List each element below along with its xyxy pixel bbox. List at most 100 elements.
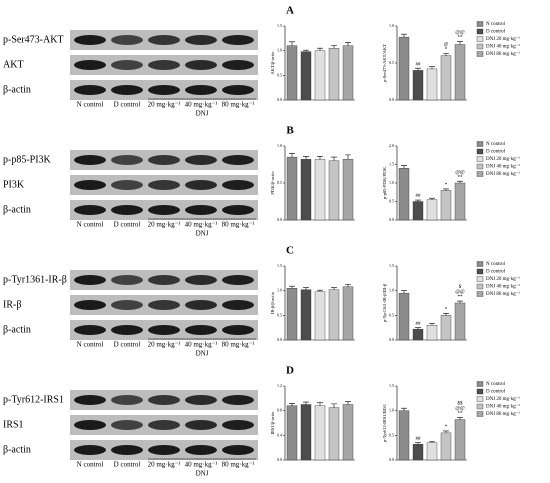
- legend-label: DNJ 80 mg·kg⁻¹: [486, 171, 520, 177]
- bar: [342, 286, 354, 341]
- lane-label: 80 mg·kg⁻¹: [222, 341, 255, 349]
- blot-band: [222, 60, 254, 70]
- significance: $$: [458, 402, 464, 407]
- legend-swatch: [476, 396, 484, 402]
- legend-label: DNJ 80 mg·kg⁻¹: [486, 291, 520, 297]
- lane-label: D control: [114, 221, 141, 229]
- bar: [426, 199, 438, 221]
- group-label: DNJ: [196, 110, 209, 118]
- panel-letter: B: [286, 125, 294, 137]
- error-bar: [331, 156, 337, 161]
- blot-label: p-Ser473-AKT: [3, 34, 64, 45]
- bar: [314, 50, 326, 101]
- error-bar: [429, 440, 435, 443]
- blot-band: [74, 300, 106, 310]
- blot-band: [111, 85, 143, 95]
- blot-label: β-actin: [3, 444, 31, 455]
- blot-band: [185, 205, 217, 215]
- panel-letter: A: [286, 5, 294, 17]
- lane-label: 20 mg·kg⁻¹: [148, 221, 181, 229]
- lane-label: N control: [77, 101, 104, 109]
- significance: ##: [416, 437, 422, 442]
- error-bar: [331, 403, 337, 408]
- blot-band: [111, 275, 143, 285]
- significance: @: [444, 43, 449, 48]
- blot-band: [111, 445, 143, 455]
- significance: @@: [455, 407, 465, 412]
- blot-band: [74, 275, 106, 285]
- legend-label: DNJ 40 mg·kg⁻¹: [486, 404, 520, 410]
- legend-swatch: [476, 268, 484, 275]
- y-axis-label: p-Tyr612-IRS1/IRS1: [382, 404, 387, 442]
- legend-label: D control: [486, 30, 506, 35]
- blot-band: [148, 85, 180, 95]
- y-tick-label: 1.5: [389, 383, 394, 388]
- y-tick-label: 1.5: [389, 161, 394, 166]
- error-bar: [345, 154, 351, 160]
- legend-swatch: [476, 381, 484, 387]
- error-bar: [443, 430, 449, 433]
- y-tick-label: 1.0: [277, 288, 282, 293]
- legend-label: DNJ 40 mg·kg⁻¹: [486, 284, 520, 290]
- legend-swatch: [476, 156, 484, 162]
- legend-swatch: [476, 28, 484, 35]
- blot-band: [111, 205, 143, 215]
- y-tick-label: 1.0: [389, 23, 394, 28]
- error-bar: [345, 401, 351, 405]
- y-tick-label: 0.5: [389, 60, 394, 65]
- bar: [342, 45, 354, 101]
- blot-label: IR-β: [3, 299, 21, 310]
- bar: [300, 159, 312, 221]
- y-tick-label: 0.0: [389, 337, 394, 342]
- group-label: DNJ: [196, 350, 209, 358]
- group-label: DNJ: [196, 470, 209, 478]
- blot-label: β-actin: [3, 84, 31, 95]
- lane-label: 40 mg·kg⁻¹: [185, 341, 218, 349]
- blot-band: [111, 325, 143, 335]
- bar: [454, 302, 466, 341]
- blot-band: [222, 300, 254, 310]
- significance: ##: [416, 194, 422, 199]
- y-tick-label: 0.0: [277, 217, 282, 222]
- blot-band: [222, 325, 254, 335]
- lane-label: 20 mg·kg⁻¹: [148, 461, 181, 469]
- blot-band: [222, 395, 254, 405]
- blot-band: [111, 420, 143, 430]
- significance: **: [458, 175, 464, 180]
- lane-label: 20 mg·kg⁻¹: [148, 341, 181, 349]
- lane-label: N control: [77, 221, 104, 229]
- blot-band: [148, 275, 180, 285]
- error-bar: [317, 402, 323, 406]
- legend-swatch: [476, 21, 484, 27]
- y-tick-label: 0.0: [389, 217, 394, 222]
- bar: [440, 55, 452, 101]
- panel-letter: C: [286, 245, 294, 257]
- blot-label: AKT: [3, 59, 24, 70]
- blot-band: [111, 155, 143, 165]
- legend-swatch: [476, 36, 484, 42]
- blot-label: p-p85-PI3K: [3, 154, 52, 165]
- blot-band: [74, 155, 106, 165]
- legend-swatch: [476, 171, 484, 177]
- blot-band: [185, 60, 217, 70]
- legend-swatch: [476, 291, 484, 297]
- bar: [342, 404, 354, 461]
- significance: *: [445, 183, 448, 188]
- legend-label: N control: [486, 22, 506, 27]
- lane-label: D control: [114, 101, 141, 109]
- legend-label: DNJ 80 mg·kg⁻¹: [486, 411, 520, 417]
- blot-band: [74, 60, 106, 70]
- error-bar: [415, 199, 421, 202]
- blot-band: [148, 445, 180, 455]
- legend-label: N control: [486, 262, 506, 267]
- legend-label: N control: [486, 382, 506, 387]
- significance: *: [445, 425, 448, 430]
- y-tick-label: 0.5: [389, 198, 394, 203]
- blot-band: [185, 180, 217, 190]
- error-bar: [401, 33, 407, 38]
- bar: [412, 328, 424, 341]
- y-tick-label: 0.0: [389, 97, 394, 102]
- blot-band: [222, 420, 254, 430]
- bar: [412, 201, 424, 221]
- lane-label: 80 mg·kg⁻¹: [222, 221, 255, 229]
